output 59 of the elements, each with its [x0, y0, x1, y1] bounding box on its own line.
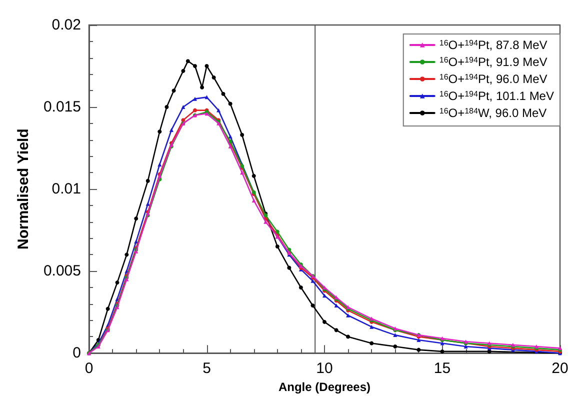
y-tick-label: 0: [72, 344, 81, 362]
x-axis-title: Angle (Degrees): [278, 380, 371, 394]
point: [275, 230, 280, 234]
point: [346, 313, 350, 318]
x-tick-label: 15: [434, 360, 451, 378]
point: [240, 132, 244, 137]
x-tick-label: 20: [552, 360, 568, 378]
point: [334, 304, 338, 308]
point: [228, 134, 232, 139]
point: [322, 320, 326, 324]
point: [158, 130, 162, 134]
point: [393, 333, 398, 338]
y-tick-label: 0.005: [43, 262, 81, 280]
point: [228, 144, 232, 148]
y-tick-label: 0.02: [52, 16, 81, 34]
point: [186, 59, 190, 64]
point: [298, 285, 303, 290]
y-tick-label: 0.015: [43, 98, 81, 116]
point: [200, 85, 204, 90]
point: [228, 102, 232, 106]
point: [275, 244, 280, 248]
point: [287, 266, 292, 270]
y-tick-label: 0.01: [52, 180, 81, 198]
point: [221, 92, 226, 96]
point: [252, 198, 256, 203]
point: [334, 328, 338, 332]
x-tick-label: 0: [84, 360, 94, 378]
point: [192, 96, 197, 101]
point: [164, 105, 169, 110]
point: [192, 108, 197, 112]
x-tick-label: 10: [316, 360, 333, 378]
point: [172, 88, 176, 93]
x-tick-label: 5: [202, 360, 211, 378]
point: [310, 304, 315, 308]
point: [393, 344, 398, 349]
point: [134, 216, 138, 221]
y-axis-title: Normalised Yield: [15, 128, 32, 250]
point: [146, 178, 150, 183]
point: [216, 108, 221, 112]
point: [264, 220, 268, 224]
point: [204, 95, 209, 100]
point: [204, 64, 209, 68]
point: [115, 280, 120, 285]
point: [181, 68, 186, 73]
point: [252, 174, 256, 178]
point: [464, 344, 468, 349]
point: [370, 341, 374, 346]
point: [158, 162, 162, 166]
point: [346, 334, 350, 339]
point: [106, 306, 110, 311]
point: [181, 105, 186, 110]
point: [124, 252, 129, 257]
point: [192, 64, 197, 68]
point: [440, 349, 444, 354]
point: [146, 202, 150, 206]
point: [212, 75, 216, 80]
point: [322, 294, 326, 298]
point: [169, 128, 174, 132]
point: [370, 324, 374, 329]
